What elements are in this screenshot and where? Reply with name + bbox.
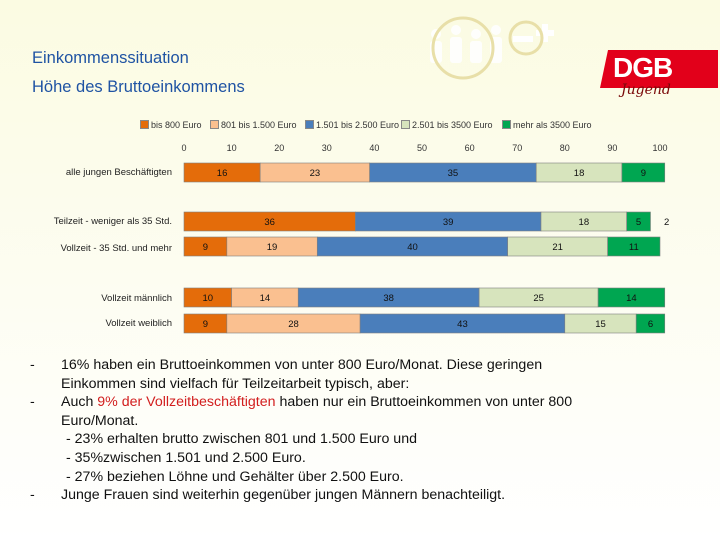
- logo-text: DGB: [613, 52, 673, 83]
- data-label: 36: [264, 217, 275, 228]
- data-label: 43: [457, 319, 468, 330]
- bullet-dash: -: [30, 357, 35, 373]
- data-label: 18: [574, 168, 585, 179]
- x-tick-label: 0: [181, 143, 186, 153]
- dgb-logo: [600, 50, 718, 88]
- legend-item: 801 bis 1.500 Euro: [210, 120, 297, 130]
- legend-swatch: [305, 120, 314, 129]
- legend-swatch: [140, 120, 149, 129]
- category-label: Vollzeit - 35 Std. und mehr: [61, 243, 172, 254]
- sub-bullet-2: - 35%zwischen 1.501 und 2.500 Euro.: [66, 449, 306, 466]
- legend-label: 1.501 bis 2.500 Euro: [316, 120, 400, 130]
- legend-item: 1.501 bis 2.500 Euro: [305, 120, 399, 130]
- legend-label: mehr als 3500 Euro: [513, 120, 592, 130]
- x-tick-label: 10: [227, 143, 237, 153]
- bullet-list: - 16% haben ein Bruttoeinkommen von unte…: [30, 356, 710, 505]
- x-tick-label: 80: [560, 143, 570, 153]
- bullet-text: Junge Frauen sind weiterhin gegenüber ju…: [61, 487, 506, 504]
- page-subtitle: Höhe des Bruttoeinkommens: [32, 78, 245, 96]
- logo-subtext: Jugend: [621, 82, 671, 98]
- bullet-text: 16% haben ein Bruttoeinkommen von unter …: [61, 357, 543, 373]
- data-label: 15: [595, 319, 606, 330]
- data-label: 28: [288, 319, 299, 330]
- data-label: 14: [260, 293, 271, 304]
- sub-bullet-1: - 23% erhalten brutto zwischen 801 und 1…: [66, 431, 417, 448]
- x-tick-label: 100: [652, 143, 667, 153]
- data-label: 11: [629, 242, 639, 253]
- data-label: 18: [579, 217, 590, 228]
- legend-swatch: [401, 120, 410, 129]
- data-label: 35: [448, 168, 459, 179]
- data-label: 25: [533, 293, 544, 304]
- legend-swatch: [210, 120, 219, 129]
- bullet-1: - 16% haben ein Bruttoeinkommen von unte…: [30, 356, 710, 393]
- bar-segment: [626, 211, 651, 232]
- category-label: alle jungen Beschäftigten: [66, 167, 172, 178]
- x-tick-label: 20: [274, 143, 284, 153]
- x-tick-label: 70: [512, 143, 522, 153]
- data-label: 21: [552, 242, 563, 253]
- bullet-2: - Auch 9% der Vollzeitbeschäftigten habe…: [30, 393, 710, 430]
- bar-segment: [621, 162, 666, 183]
- legend-item: bis 800 Euro: [140, 120, 202, 130]
- data-label: 39: [443, 217, 454, 228]
- bullet-3: - Junge Frauen sind weiterhin gegenüber …: [30, 486, 710, 505]
- category-label: Vollzeit weiblich: [105, 318, 172, 329]
- bar-segment: [607, 236, 661, 257]
- legend-item: mehr als 3500 Euro: [502, 120, 592, 130]
- data-label: 9: [203, 319, 208, 330]
- data-label: 9: [641, 168, 646, 179]
- bullet-text: Einkommen sind vielfach für Teilzeitarbe…: [61, 375, 410, 392]
- bar-segment: [635, 313, 666, 334]
- bullet-text: haben nur ein Bruttoeinkommen von unter …: [275, 394, 573, 411]
- x-tick-label: 40: [369, 143, 379, 153]
- legend-label: bis 800 Euro: [151, 120, 202, 130]
- bullet-dash: -: [30, 394, 35, 411]
- page-title: Einkommenssituation: [32, 49, 189, 67]
- highlight-text: 9% der Vollzeitbeschäftigten: [97, 394, 276, 411]
- bullet-dash: -: [30, 487, 35, 504]
- data-label: 10: [203, 293, 214, 304]
- sub-bullet-3: - 27% beziehen Löhne und Gehälter über 2…: [66, 468, 404, 485]
- category-label: Vollzeit männlich: [101, 293, 172, 304]
- data-label: 5: [636, 217, 641, 228]
- data-label: 6: [648, 319, 653, 330]
- legend-item: 2.501 bis 3500 Euro: [401, 120, 493, 130]
- data-label: 38: [383, 293, 394, 304]
- legend-label: 2.501 bis 3500 Euro: [412, 120, 493, 130]
- data-label: 19: [267, 242, 278, 253]
- data-label: 23: [310, 168, 321, 179]
- legend-label: 801 bis 1.500 Euro: [221, 120, 297, 130]
- data-label: 40: [407, 242, 418, 253]
- category-label: Teilzeit - weniger als 35 Std.: [54, 216, 172, 227]
- data-label: 9: [203, 242, 208, 253]
- data-label: 14: [626, 293, 637, 304]
- x-tick-label: 50: [417, 143, 427, 153]
- bar-segment: [597, 287, 666, 308]
- data-label: 16: [217, 168, 228, 179]
- legend-swatch: [502, 120, 511, 129]
- x-tick-label: 90: [607, 143, 617, 153]
- x-tick-label: 30: [322, 143, 332, 153]
- people-icon: [430, 16, 554, 80]
- x-tick-label: 60: [465, 143, 475, 153]
- data-label: 2: [664, 217, 669, 228]
- bullet-text: Auch: [61, 394, 98, 411]
- bullet-text: Euro/Monat.: [61, 412, 139, 429]
